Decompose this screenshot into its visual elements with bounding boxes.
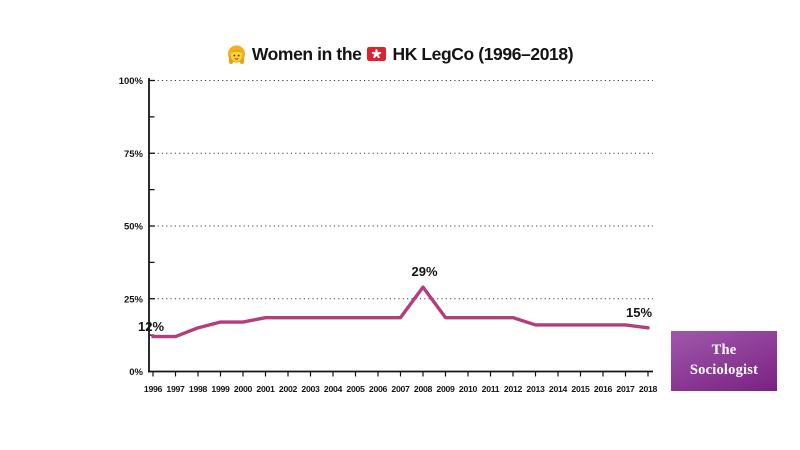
x-tick-label: 2013 [526,384,545,394]
x-tick-label: 2009 [436,384,455,394]
x-tick-label: 2016 [594,384,613,394]
x-tick-label: 2007 [391,384,410,394]
x-tick-label: 2011 [482,384,500,394]
title-text-before: Women in the [251,43,362,64]
x-tick-label: 1996 [144,384,163,394]
x-tick-label: 2008 [414,384,433,394]
x-tick-label: 2012 [504,384,523,394]
x-tick-label: 1999 [211,384,230,394]
x-tick-label: 2004 [324,384,343,394]
y-tick-label: 75% [124,149,144,160]
hk-flag-icon [367,47,387,61]
data-line [151,285,650,339]
badge-line1: The [711,342,737,359]
x-tick-label: 2018 [639,384,658,394]
x-tick-label: 2017 [616,384,635,394]
x-tick-label: 1998 [189,384,208,394]
data-point-label: 29% [411,264,437,279]
badge-line2: Sociologist [689,362,759,378]
y-tick-label: 50% [124,222,144,233]
data-point-label: 12% [138,319,164,334]
title-text-after: HK LegCo (1996–2018) [392,43,574,64]
x-tick-label: 2002 [279,384,298,394]
x-tick-label: 2000 [234,384,253,394]
x-tick-label: 1997 [166,384,185,394]
sociologist-logo-badge: The Sociologist [671,331,777,391]
data-point-label: 15% [626,305,652,320]
y-tick-label: 25% [124,294,144,305]
x-tick-label: 2003 [301,384,320,394]
y-tick-label: 100% [119,76,144,87]
page-title: Women in the HK LegCo (1996–2018) [0,42,800,66]
x-tick-label: 2014 [549,384,568,394]
x-tick-label: 2010 [459,384,478,394]
x-tick-label: 2015 [571,384,590,394]
x-tick-label: 2001 [256,384,275,394]
x-tick-label: 2005 [346,384,365,394]
x-tick-label: 2006 [369,384,388,394]
woman-emoji-icon [227,44,245,64]
y-tick-label: 0% [129,367,143,378]
